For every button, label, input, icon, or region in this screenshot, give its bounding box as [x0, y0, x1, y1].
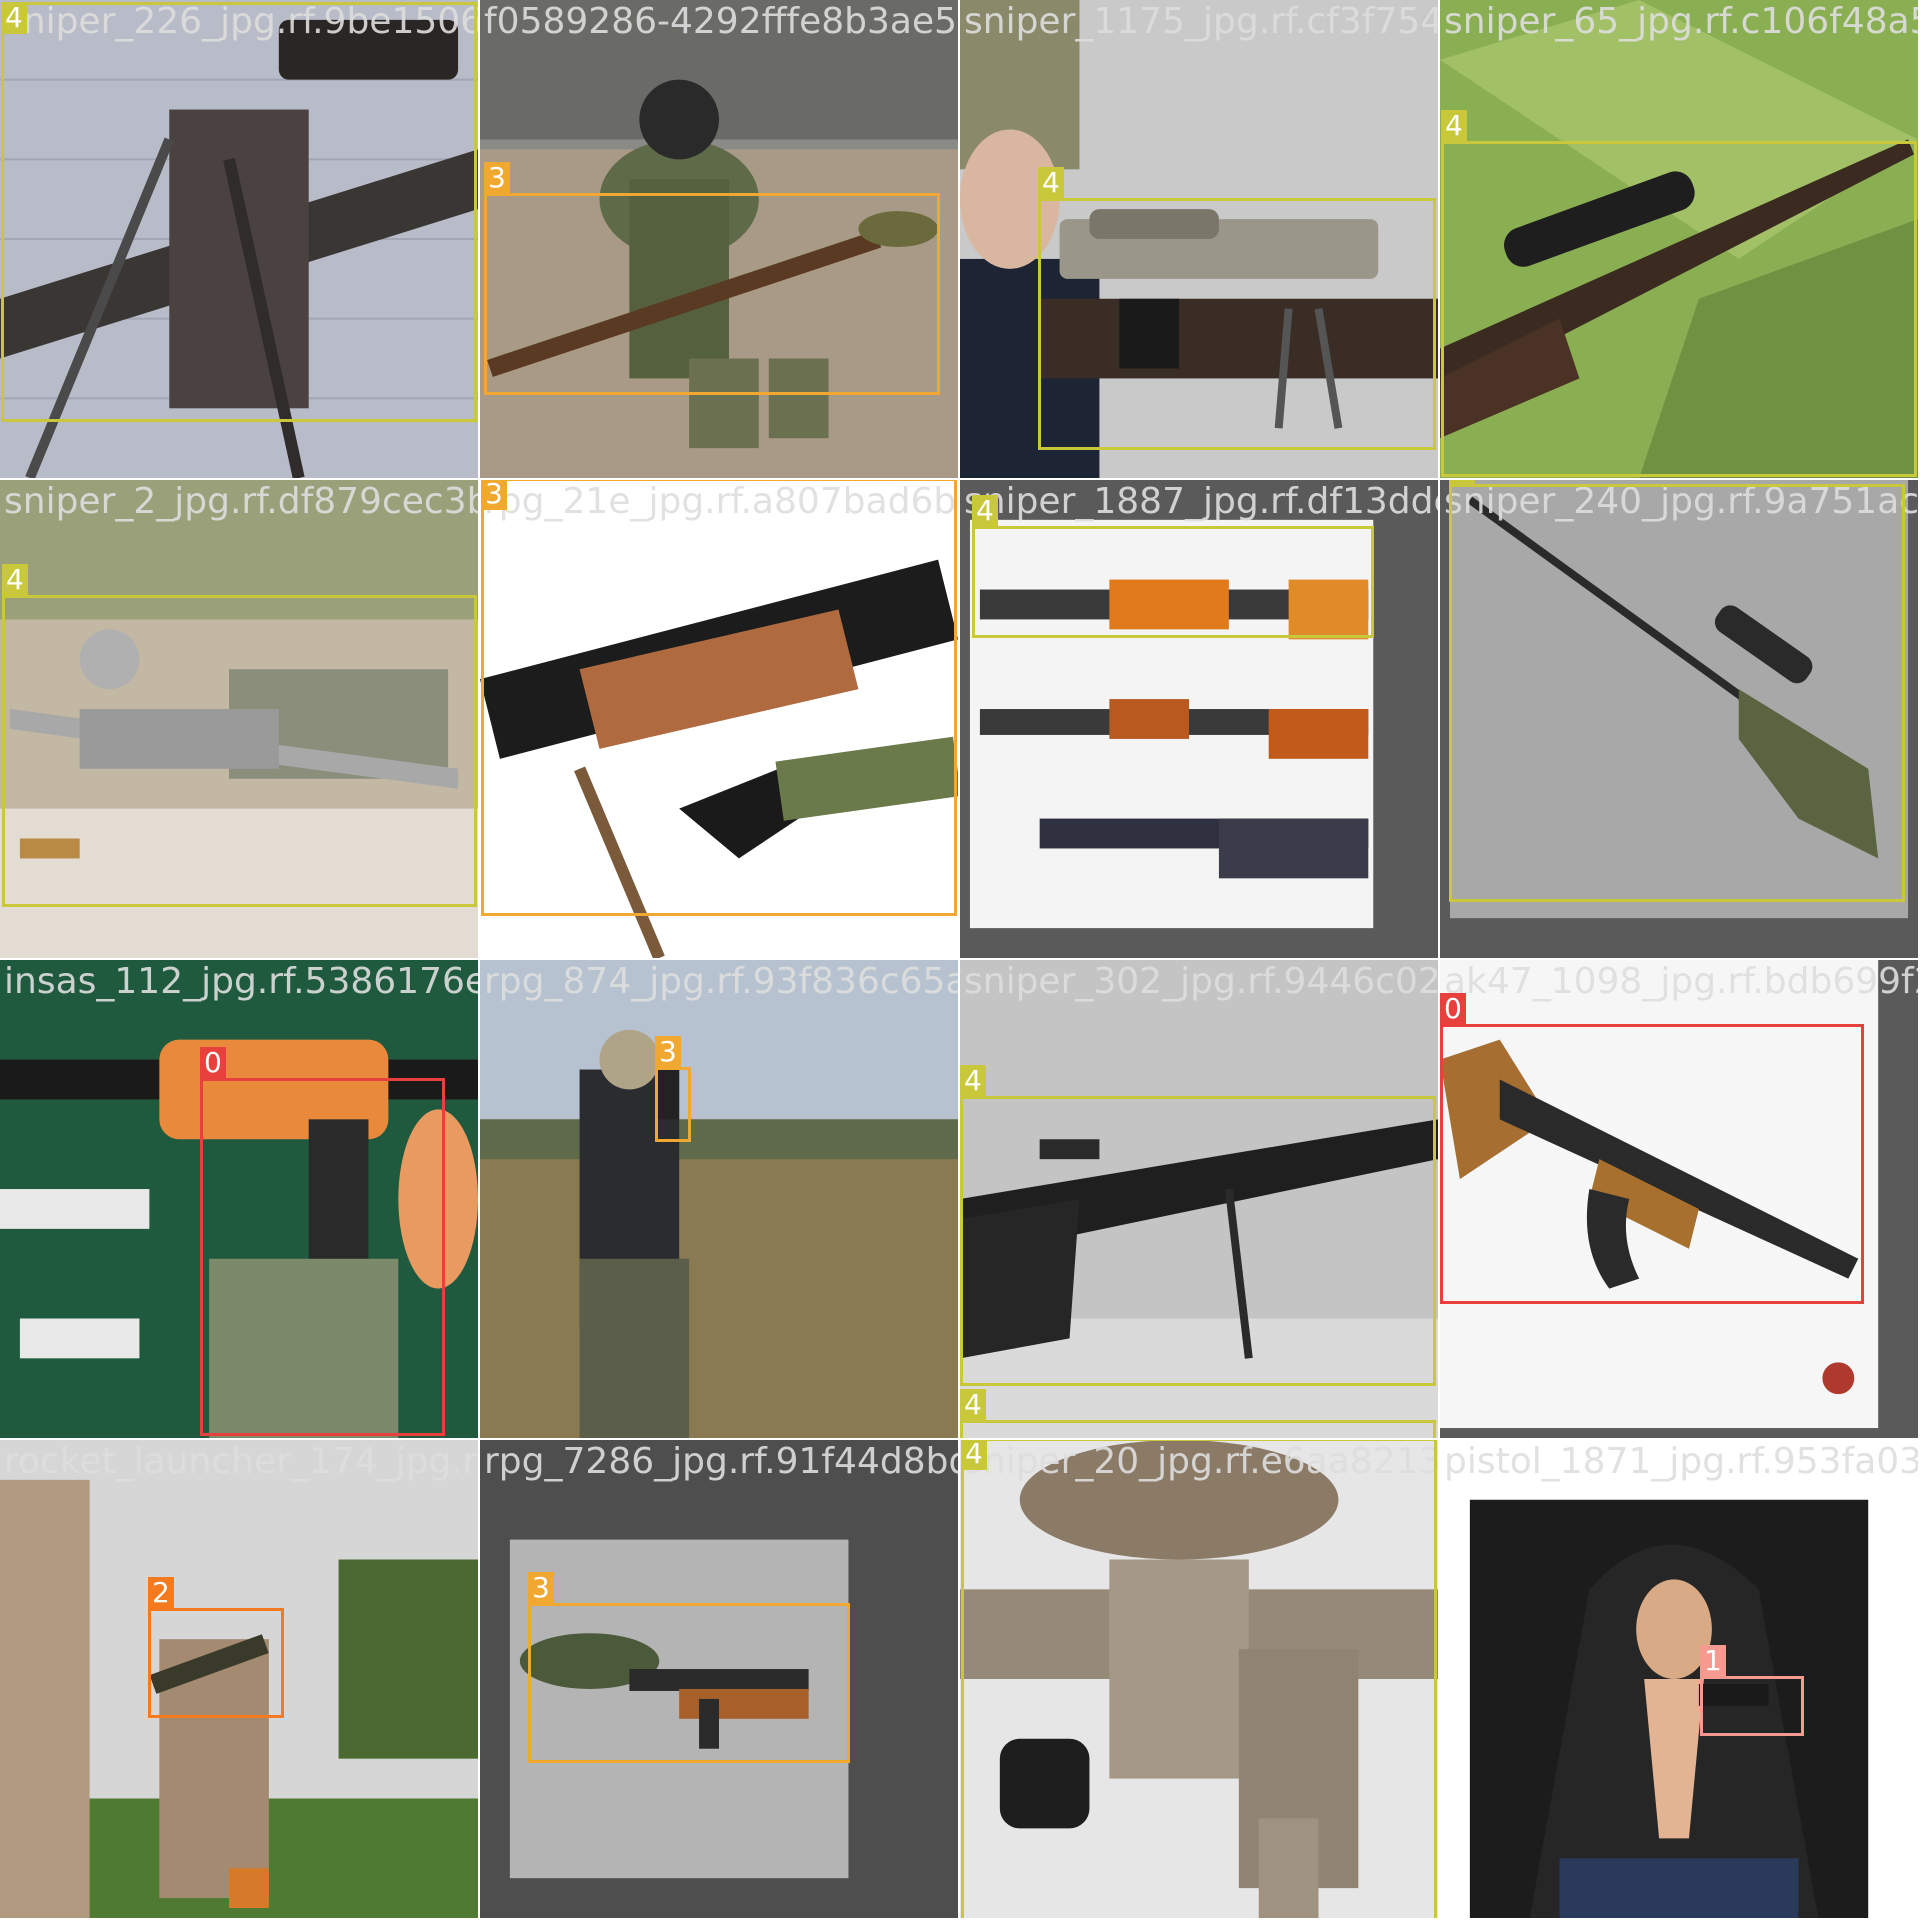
bbox-class-4: 4 [1449, 480, 1905, 902]
bbox-class-1: 1 [1700, 1645, 1804, 1736]
bbox-label: 4 [972, 495, 998, 527]
scene-rifle-green [1440, 0, 1918, 478]
tile-sniper-240: sniper_240_jpg.rf.9a751ac7 4 [1440, 480, 1920, 960]
scene-three-rifles [960, 480, 1438, 958]
bbox-class-4: 4 [1441, 110, 1917, 477]
scene-barrett-outdoor [0, 480, 478, 958]
bbox-class-4: 4 [2, 564, 477, 907]
bbox-label: 3 [655, 1036, 681, 1068]
scene-awp-grey [1440, 480, 1918, 958]
bbox-class-3: 3 [528, 1572, 850, 1763]
bbox-label: 0 [1440, 993, 1466, 1025]
bbox-class-3: 3 [484, 162, 940, 395]
tile-sniper-2: sniper_2_jpg.rf.df879cec3b1 4 [0, 480, 480, 960]
tile-sniper-1887: sniper_1887_jpg.rf.df13ddc62 4 [960, 480, 1440, 960]
bbox-label: 4 [1, 2, 27, 34]
scene-field-soldier [480, 960, 958, 1438]
tile-rpg-874: rpg_874_jpg.rf.93f836c65a8 3 [480, 960, 960, 1440]
tile-sniper-20: sniper_20_jpg.rf.e6aa821370 4 [960, 1440, 1440, 1920]
scene-marines-launcher [0, 1440, 478, 1918]
bbox-label: 3 [484, 162, 510, 194]
bbox-label: 4 [1449, 480, 1475, 485]
bbox-class-0: 0 [200, 1047, 445, 1436]
bbox-class-3: 3 [655, 1036, 691, 1142]
tile-sniper-302: sniper_302_jpg.rf.9446c0224b 4 4 [960, 960, 1440, 1440]
bbox-class-0: 0 [1440, 993, 1864, 1304]
bbox-class-3: 3 [481, 480, 957, 916]
tile-sniper-65: sniper_65_jpg.rf.c106f48a51 4 [1440, 0, 1920, 480]
bbox-class-4: 4 [960, 1389, 1436, 1438]
scene-rpg7-grey [480, 1440, 958, 1918]
scene-soldier-rpg [480, 0, 958, 478]
tile-rocket-launcher-174: rocket_launcher_174_jpg.rf.9 2 [0, 1440, 480, 1920]
bbox-class-4: 4 [960, 1065, 1436, 1386]
bbox-label: 0 [200, 1047, 226, 1079]
bbox-class-4: 4 [972, 495, 1374, 638]
bbox-label: 3 [528, 1572, 554, 1604]
tile-rpg-2863: f0589286-4292fffe8b3ae5b07 3 [480, 0, 960, 480]
tile-ak47-1098: ak47_1098_jpg.rf.bdb699f2cc 0 [1440, 960, 1920, 1440]
bbox-label: 2 [148, 1577, 174, 1609]
scene-insas-held [0, 960, 478, 1438]
tile-sniper-1175: sniper_1175_jpg.rf.cf3f75401 4 [960, 0, 1440, 480]
bbox-label: 4 [2, 564, 28, 596]
bbox-label: 4 [1441, 110, 1467, 142]
tile-pistol-1871: pistol_1871_jpg.rf.953fa03b5 1 [1440, 1440, 1920, 1920]
tile-sniper-226: sniper_226_jpg.rf.9be1506a 4 [0, 0, 480, 480]
tile-rpg-7286: rpg_7286_jpg.rf.91f44d8bdb2 3 [480, 1440, 960, 1920]
tile-rpg-21e: rpg_21e_jpg.rf.a807bad6bd6 3 [480, 480, 960, 960]
bbox-class-2: 2 [148, 1577, 284, 1718]
bbox-class-4: 4 [961, 1440, 1437, 1918]
bbox-class-4: 4 [1038, 167, 1436, 450]
bbox-label: 1 [1700, 1645, 1726, 1677]
scene-black-bipod [960, 960, 1438, 1438]
scene-hoodie-pistol [1440, 1440, 1918, 1918]
scene-rpg-closeup [480, 480, 958, 958]
bbox-label: 4 [1038, 167, 1064, 199]
scene-tan-rifle [960, 1440, 1438, 1918]
bbox-label: 3 [481, 480, 507, 510]
bbox-label: 4 [961, 1440, 987, 1470]
scene-ak47-white [1440, 960, 1918, 1438]
bbox-label: 4 [960, 1065, 986, 1097]
bbox-label: 4 [960, 1389, 986, 1421]
bbox-class-4: 4 [1, 2, 477, 422]
tile-insas-112: insas_112_jpg.rf.5386176e6 0 [0, 960, 480, 1440]
